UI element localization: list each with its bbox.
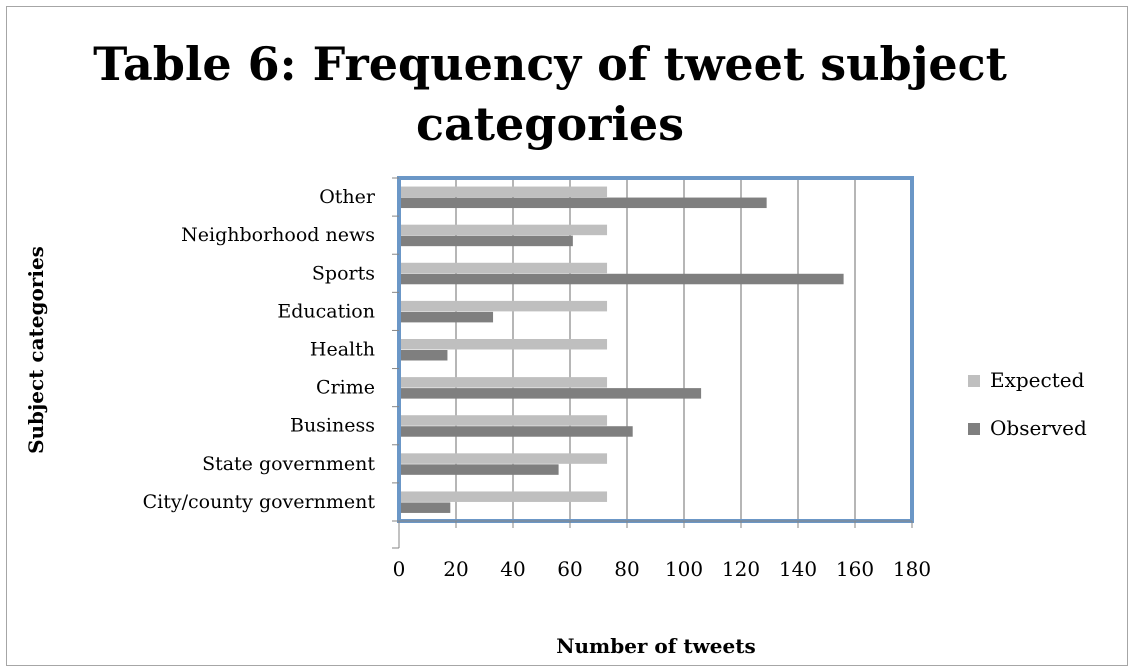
x-tick-label: 0 [393, 557, 406, 581]
bar-observed [399, 388, 702, 399]
y-tick-label: Health [310, 339, 375, 361]
legend-swatch [968, 375, 980, 387]
bar-observed [399, 273, 844, 285]
y-tick-label: State government [202, 453, 375, 475]
y-axis-title: Subject categories [24, 246, 48, 454]
chart-title-line-2: categories [415, 97, 685, 151]
bar-expected [399, 262, 608, 274]
legend-swatch [968, 423, 980, 435]
bar-expected [399, 224, 608, 236]
bar-expected [399, 377, 608, 388]
x-tick-label: 20 [443, 557, 468, 581]
y-tick-label: Business [290, 415, 375, 437]
chart-title: Table 6: Frequency of tweet subject cate… [0, 34, 1100, 154]
y-tick-label: City/county government [143, 491, 376, 513]
bar-expected [399, 491, 608, 502]
x-tick-label: 140 [779, 557, 817, 581]
bar-observed [399, 502, 451, 513]
chart-frame [6, 6, 1128, 666]
legend-label: Expected [990, 368, 1085, 392]
bar-expected [399, 186, 608, 198]
bars [399, 186, 844, 513]
bar-observed [399, 197, 767, 209]
legend-label: Observed [990, 416, 1087, 440]
y-tick-label: Sports [312, 262, 375, 284]
y-axis-ticks: City/county government State government Bu… [143, 177, 399, 549]
bar-expected [399, 339, 608, 350]
x-tick-label: 160 [836, 557, 874, 581]
y-tick-label: Education [277, 300, 375, 322]
x-tick-label: 100 [665, 557, 703, 581]
y-tick-label: Crime [316, 377, 375, 399]
bar-observed [399, 311, 494, 323]
x-axis-ticks: 0 20 40 60 80 100 120 140 160 180 [393, 521, 931, 581]
bar-observed [399, 350, 448, 361]
y-tick-label: Neighborhood news [181, 224, 375, 246]
x-tick-label: 40 [500, 557, 525, 581]
bar-observed [399, 235, 573, 247]
x-tick-label: 80 [614, 557, 639, 581]
x-tick-label: 120 [722, 557, 760, 581]
x-tick-label: 60 [557, 557, 582, 581]
legend: Expected Observed [968, 368, 1087, 440]
x-axis-title: Number of tweets [556, 634, 756, 658]
bar-expected [399, 415, 608, 426]
x-tick-label: 180 [893, 557, 931, 581]
bar-expected [399, 453, 608, 464]
bar-observed [399, 464, 559, 475]
y-tick-label: Other [319, 186, 376, 208]
bar-expected [399, 300, 608, 312]
chart-title-line-1: Table 6: Frequency of tweet subject [93, 37, 1007, 91]
bar-observed [399, 426, 633, 437]
